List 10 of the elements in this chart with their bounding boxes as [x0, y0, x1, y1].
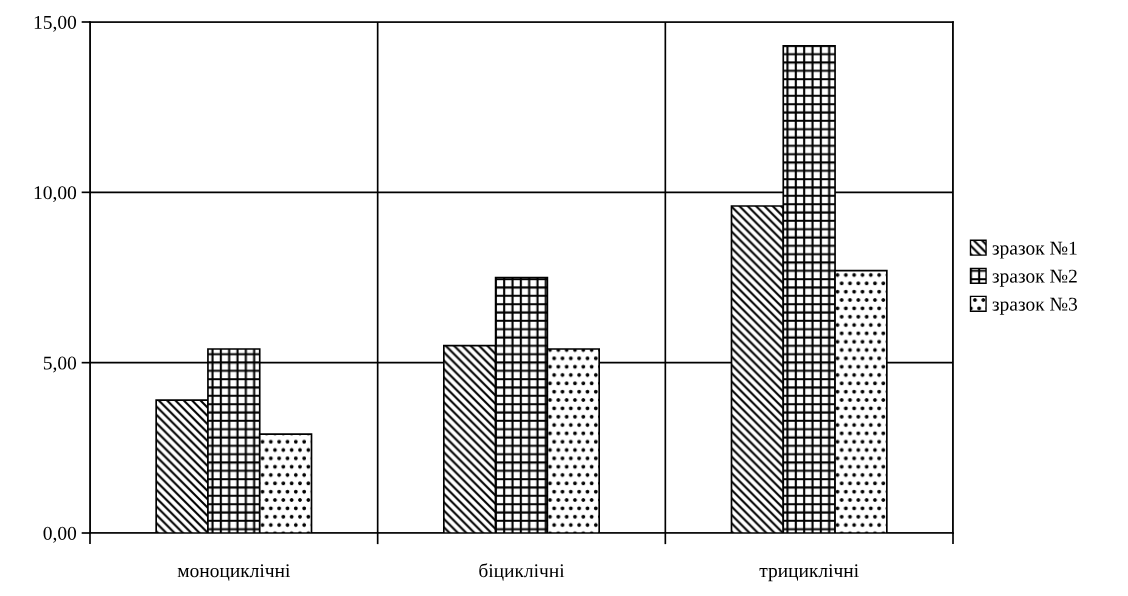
x-tick-label: трициклічні	[759, 564, 859, 582]
legend-label: зразок №3	[992, 297, 1078, 315]
legend-label: зразок №1	[992, 241, 1077, 259]
y-tick-label: 0,00	[43, 526, 77, 543]
x-tick-label: моноциклічні	[177, 564, 291, 581]
y-tick-label: 15,00	[34, 15, 77, 32]
y-tick-label: 10,00	[34, 186, 77, 203]
legend-label: зразок №2	[992, 269, 1077, 287]
y-tick-label: 5,00	[43, 356, 77, 373]
x-tick-label: біциклічні	[479, 563, 565, 581]
